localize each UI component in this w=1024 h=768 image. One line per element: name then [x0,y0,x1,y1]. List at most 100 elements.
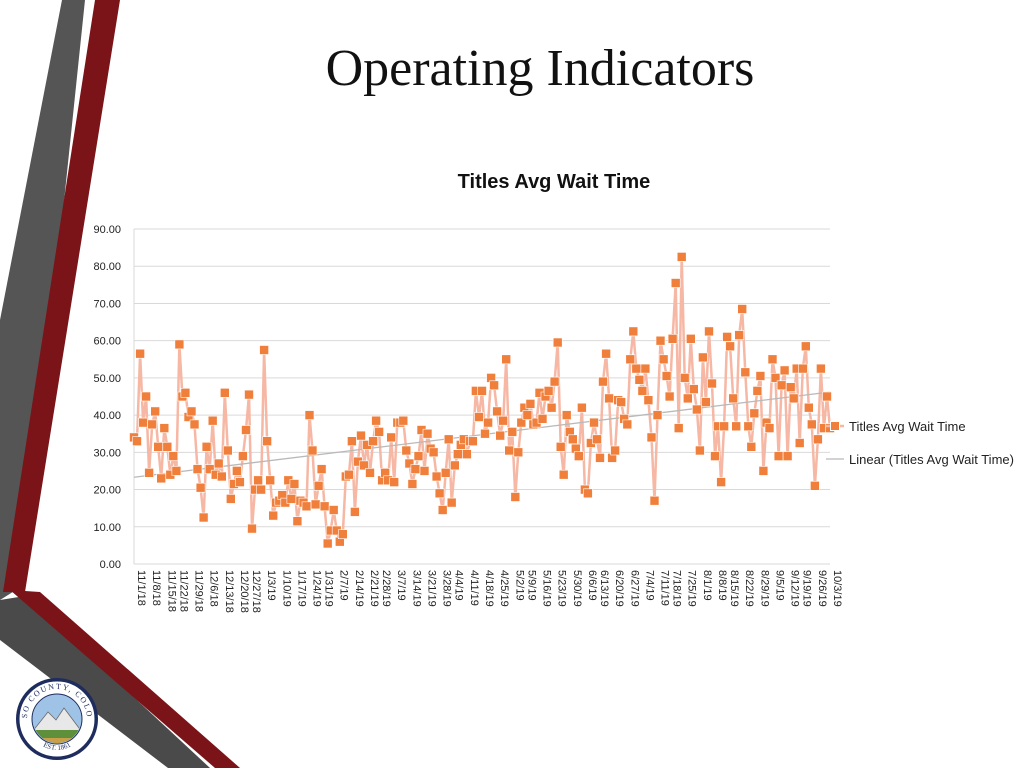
data-point [389,477,400,487]
x-tick-label: 7/18/19 [671,570,683,607]
data-point [232,466,242,476]
data-point [307,445,318,456]
data-point [743,421,754,432]
data-point [289,479,300,489]
data-point [135,348,145,359]
data-point [422,428,433,439]
data-point [752,386,763,396]
data-point [201,441,212,452]
data-point [347,436,357,447]
data-point [661,371,672,381]
data-point [537,413,548,424]
data-point [468,436,478,447]
data-point [658,354,669,365]
data-point [800,341,811,352]
data-point [404,458,415,469]
data-point [776,380,787,391]
chart-title: Titles Avg Wait Time [458,171,651,193]
x-tick-label: 6/20/19 [613,570,625,607]
data-point [359,460,369,471]
data-point [803,402,814,413]
data-point [310,499,321,510]
x-tick-label: 7/11/19 [659,570,671,606]
data-point [813,434,823,445]
data-point [407,479,418,489]
data-point [758,466,769,476]
data-point [313,480,324,491]
slide-title: Operating Indicators [325,40,755,97]
data-point [171,466,182,476]
data-point [437,505,448,515]
x-tick-label: 4/4/19 [453,570,465,601]
data-point [398,415,409,426]
x-tick-label: 3/14/19 [410,570,422,607]
data-point [779,365,790,376]
data-point [710,451,720,461]
x-tick-label: 8/1/19 [701,570,713,601]
x-tick-label: 8/22/19 [743,570,755,607]
data-point [419,466,430,476]
data-point [413,451,424,461]
x-tick-label: 6/13/19 [598,570,610,607]
gray-lower-band [0,596,210,768]
data-point [622,419,633,430]
data-point [235,477,245,487]
data-point [719,421,729,432]
data-point [695,445,705,456]
data-point [797,363,808,374]
data-point [195,482,206,493]
y-tick-label: 20.00 [93,485,121,497]
data-point [356,430,366,441]
data-point [782,451,793,461]
data-point [728,393,739,404]
data-point [785,382,796,393]
data-point [440,467,451,478]
x-tick-label: 12/27/18 [250,570,262,613]
data-point [316,464,327,474]
x-tick-label: 11/8/18 [150,570,162,606]
data-point [153,441,163,452]
data-point [725,341,735,352]
x-tick-label: 11/15/18 [165,570,177,612]
svg-text:EST. 1861: EST. 1861 [42,741,72,753]
x-tick-label: 8/8/19 [716,570,728,601]
data-point [138,417,148,428]
data-point [567,434,578,445]
data-point [174,339,185,350]
data-point [434,488,445,499]
data-point [147,419,157,430]
data-point [716,477,726,487]
data-point [449,460,460,471]
data-point [217,471,227,482]
y-tick-label: 50.00 [93,373,121,385]
data-point [220,387,230,398]
data-point [628,326,639,337]
series-line [133,256,832,546]
data-point [649,495,660,506]
data-point [443,434,454,445]
data-point [489,380,499,391]
legend-trend-label: Linear (Titles Avg Wait Time) [849,452,1014,467]
x-tick-label: 2/28/19 [380,570,392,607]
data-point [682,393,693,404]
data-point [746,441,757,452]
x-tick-label: 9/12/19 [789,570,801,607]
data-point [577,402,587,413]
data-point [322,538,333,549]
data-point [573,451,584,461]
x-tick-label: 1/17/19 [295,570,307,607]
y-tick-label: 30.00 [93,447,121,459]
x-tick-label: 7/25/19 [686,570,698,607]
data-point [365,467,375,478]
data-point [498,415,509,426]
data-point [740,367,751,378]
data-point [592,434,602,445]
data-point [198,512,209,523]
data-point [670,278,681,288]
data-point [688,384,699,394]
data-point [226,494,236,504]
x-tick-label: 8/29/19 [758,570,770,607]
red-diagonal-band [3,0,120,592]
legend-series-marker [830,421,840,431]
